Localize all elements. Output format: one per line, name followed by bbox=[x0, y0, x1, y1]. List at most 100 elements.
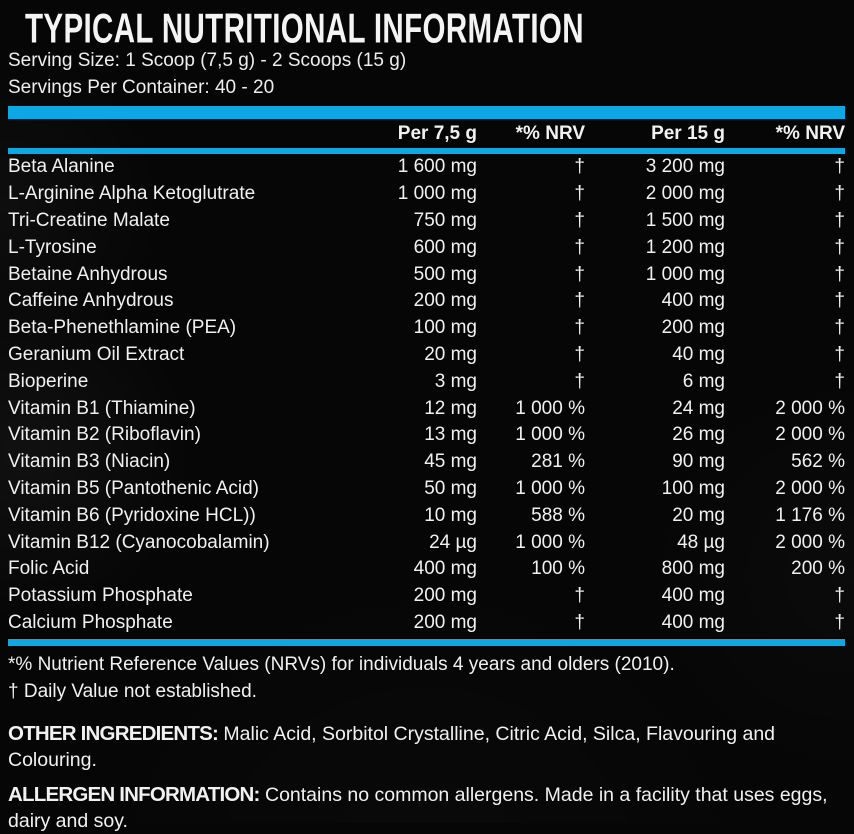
nutrient-name: Calcium Phosphate bbox=[8, 611, 173, 633]
nrv-per-7-5g: † bbox=[574, 290, 585, 312]
table-row: Calcium Phosphate 200 mg † 400 mg † bbox=[8, 610, 845, 637]
nutrient-name: Bioperine bbox=[8, 370, 89, 392]
other-ingredients-label: OTHER INGREDIENTS: bbox=[8, 722, 219, 746]
top-divider-bar bbox=[8, 106, 845, 119]
allergen-information-label: ALLERGEN INFORMATION: bbox=[8, 783, 260, 807]
nrv-per-7-5g: 281 % bbox=[531, 451, 585, 473]
bottom-divider-line bbox=[8, 639, 845, 647]
nrv-per-7-5g: † bbox=[574, 611, 585, 633]
nutrient-name: Vitamin B1 (Thiamine) bbox=[8, 397, 196, 419]
nrv-per-7-5g: † bbox=[574, 183, 585, 205]
nutrient-name: Caffeine Anhydrous bbox=[8, 290, 174, 312]
table-row: L-Tyrosine 600 mg † 1 200 mg † bbox=[8, 234, 845, 261]
other-ingredients-text: Malic Acid, Sorbitol Crystalline, Citric… bbox=[8, 723, 776, 772]
value-per-15g: 1 200 mg bbox=[645, 236, 725, 258]
value-per-7-5g: 200 mg bbox=[413, 290, 477, 312]
value-per-7-5g: 1 600 mg bbox=[397, 156, 477, 178]
nrv-per-7-5g: † bbox=[574, 317, 585, 339]
column-header-nrv-1: *% NRV bbox=[515, 122, 585, 144]
nrv-per-15g: 562 % bbox=[791, 451, 845, 473]
column-header-nrv-2: *% NRV bbox=[775, 122, 845, 144]
nrv-per-15g: 2 000 % bbox=[775, 424, 845, 446]
nrv-per-15g: † bbox=[834, 236, 845, 258]
servings-per-container-line: Servings Per Container: 40 - 20 bbox=[8, 77, 275, 98]
nrv-per-15g: † bbox=[834, 611, 845, 633]
value-per-15g: 48 µg bbox=[677, 531, 725, 553]
nrv-per-15g: † bbox=[834, 343, 845, 365]
value-per-15g: 24 mg bbox=[672, 397, 725, 419]
table-row: Caffeine Anhydrous 200 mg † 400 mg † bbox=[8, 288, 845, 315]
nrv-per-15g: 2 000 % bbox=[775, 531, 845, 553]
value-per-7-5g: 500 mg bbox=[413, 263, 477, 285]
value-per-7-5g: 24 µg bbox=[429, 531, 477, 553]
table-row: L-Arginine Alpha Ketoglutrate 1 000 mg †… bbox=[8, 181, 845, 208]
nrv-per-7-5g: 1 000 % bbox=[515, 397, 585, 419]
nrv-per-7-5g: 1 000 % bbox=[515, 531, 585, 553]
value-per-7-5g: 100 mg bbox=[413, 317, 477, 339]
nrv-per-7-5g: † bbox=[574, 370, 585, 392]
nrv-per-15g: † bbox=[834, 317, 845, 339]
nutrient-name: Geranium Oil Extract bbox=[8, 343, 185, 365]
nrv-per-7-5g: † bbox=[574, 209, 585, 231]
value-per-7-5g: 20 mg bbox=[424, 343, 477, 365]
nutrient-name: Beta Alanine bbox=[8, 156, 115, 178]
nrv-per-15g: † bbox=[834, 209, 845, 231]
value-per-15g: 100 mg bbox=[661, 477, 725, 499]
table-row: Potassium Phosphate 200 mg † 400 mg † bbox=[8, 583, 845, 610]
nrv-per-15g: † bbox=[834, 370, 845, 392]
nrv-per-7-5g: 588 % bbox=[531, 504, 585, 526]
nutrient-name: Folic Acid bbox=[8, 558, 90, 580]
table-row: Vitamin B12 (Cyanocobalamin) 24 µg 1 000… bbox=[8, 529, 845, 556]
nrv-per-15g: 1 176 % bbox=[775, 504, 845, 526]
value-per-7-5g: 1 000 mg bbox=[397, 183, 477, 205]
value-per-15g: 3 200 mg bbox=[645, 156, 725, 178]
value-per-7-5g: 10 mg bbox=[424, 504, 477, 526]
table-row: Beta Alanine 1 600 mg † 3 200 mg † bbox=[8, 154, 845, 181]
value-per-15g: 6 mg bbox=[682, 370, 725, 392]
nrv-per-15g: † bbox=[834, 183, 845, 205]
table-row: Betaine Anhydrous 500 mg † 1 000 mg † bbox=[8, 261, 845, 288]
nutrient-name: Tri-Creatine Malate bbox=[8, 209, 170, 231]
value-per-15g: 26 mg bbox=[672, 424, 725, 446]
nrv-per-15g: 2 000 % bbox=[775, 397, 845, 419]
footnotes: *% Nutrient Reference Values (NRVs) for … bbox=[8, 651, 845, 705]
value-per-15g: 200 mg bbox=[661, 317, 725, 339]
table-row: Folic Acid 400 mg 100 % 800 mg 200 % bbox=[8, 556, 845, 583]
value-per-7-5g: 200 mg bbox=[413, 585, 477, 607]
nutrient-name: Potassium Phosphate bbox=[8, 585, 193, 607]
value-per-7-5g: 50 mg bbox=[424, 477, 477, 499]
value-per-15g: 1 000 mg bbox=[645, 263, 725, 285]
dagger-footnote: † Daily Value not established. bbox=[8, 681, 257, 703]
page-title: TYPICAL NUTRITIONAL INFORMATION bbox=[25, 4, 584, 52]
nutrient-name: Betaine Anhydrous bbox=[8, 263, 168, 285]
nrv-per-7-5g: 100 % bbox=[531, 558, 585, 580]
other-ingredients-section: OTHER INGREDIENTS: Malic Acid, Sorbitol … bbox=[8, 721, 845, 773]
nrv-per-15g: 200 % bbox=[791, 558, 845, 580]
nutrient-name: Vitamin B12 (Cyanocobalamin) bbox=[8, 531, 270, 553]
column-header-per-7-5g: Per 7,5 g bbox=[397, 122, 477, 144]
table-row: Vitamin B6 (Pyridoxine HCL)) 10 mg 588 %… bbox=[8, 502, 845, 529]
nrv-per-7-5g: † bbox=[574, 156, 585, 178]
nutrient-name: Beta-Phenethlamine (PEA) bbox=[8, 317, 237, 339]
table-row: Vitamin B3 (Niacin) 45 mg 281 % 90 mg 56… bbox=[8, 449, 845, 476]
nrv-footnote: *% Nutrient Reference Values (NRVs) for … bbox=[8, 654, 675, 676]
value-per-15g: 40 mg bbox=[672, 343, 725, 365]
label-header: TYPICAL NUTRITIONAL INFORMATION bbox=[8, 4, 845, 52]
table-row: Beta-Phenethlamine (PEA) 100 mg † 200 mg… bbox=[8, 315, 845, 342]
value-per-7-5g: 400 mg bbox=[413, 558, 477, 580]
nutrient-name: L-Arginine Alpha Ketoglutrate bbox=[8, 183, 256, 205]
nutrition-label: TYPICAL NUTRITIONAL INFORMATION Serving … bbox=[0, 4, 854, 834]
value-per-7-5g: 13 mg bbox=[424, 424, 477, 446]
table-row: Bioperine 3 mg † 6 mg † bbox=[8, 368, 845, 395]
serving-size-line: Serving Size: 1 Scoop (7,5 g) - 2 Scoops… bbox=[8, 50, 407, 71]
allergen-information-section: ALLERGEN INFORMATION: Contains no common… bbox=[8, 782, 845, 834]
value-per-15g: 20 mg bbox=[672, 504, 725, 526]
nutrient-name: Vitamin B3 (Niacin) bbox=[8, 451, 171, 473]
nrv-per-7-5g: 1 000 % bbox=[515, 424, 585, 446]
table-body: Beta Alanine 1 600 mg † 3 200 mg † L-Arg… bbox=[8, 154, 845, 636]
nutrient-name: Vitamin B6 (Pyridoxine HCL)) bbox=[8, 504, 256, 526]
value-per-15g: 1 500 mg bbox=[645, 209, 725, 231]
nrv-per-15g: 2 000 % bbox=[775, 477, 845, 499]
nrv-per-15g: † bbox=[834, 263, 845, 285]
nutrient-name: L-Tyrosine bbox=[8, 236, 97, 258]
